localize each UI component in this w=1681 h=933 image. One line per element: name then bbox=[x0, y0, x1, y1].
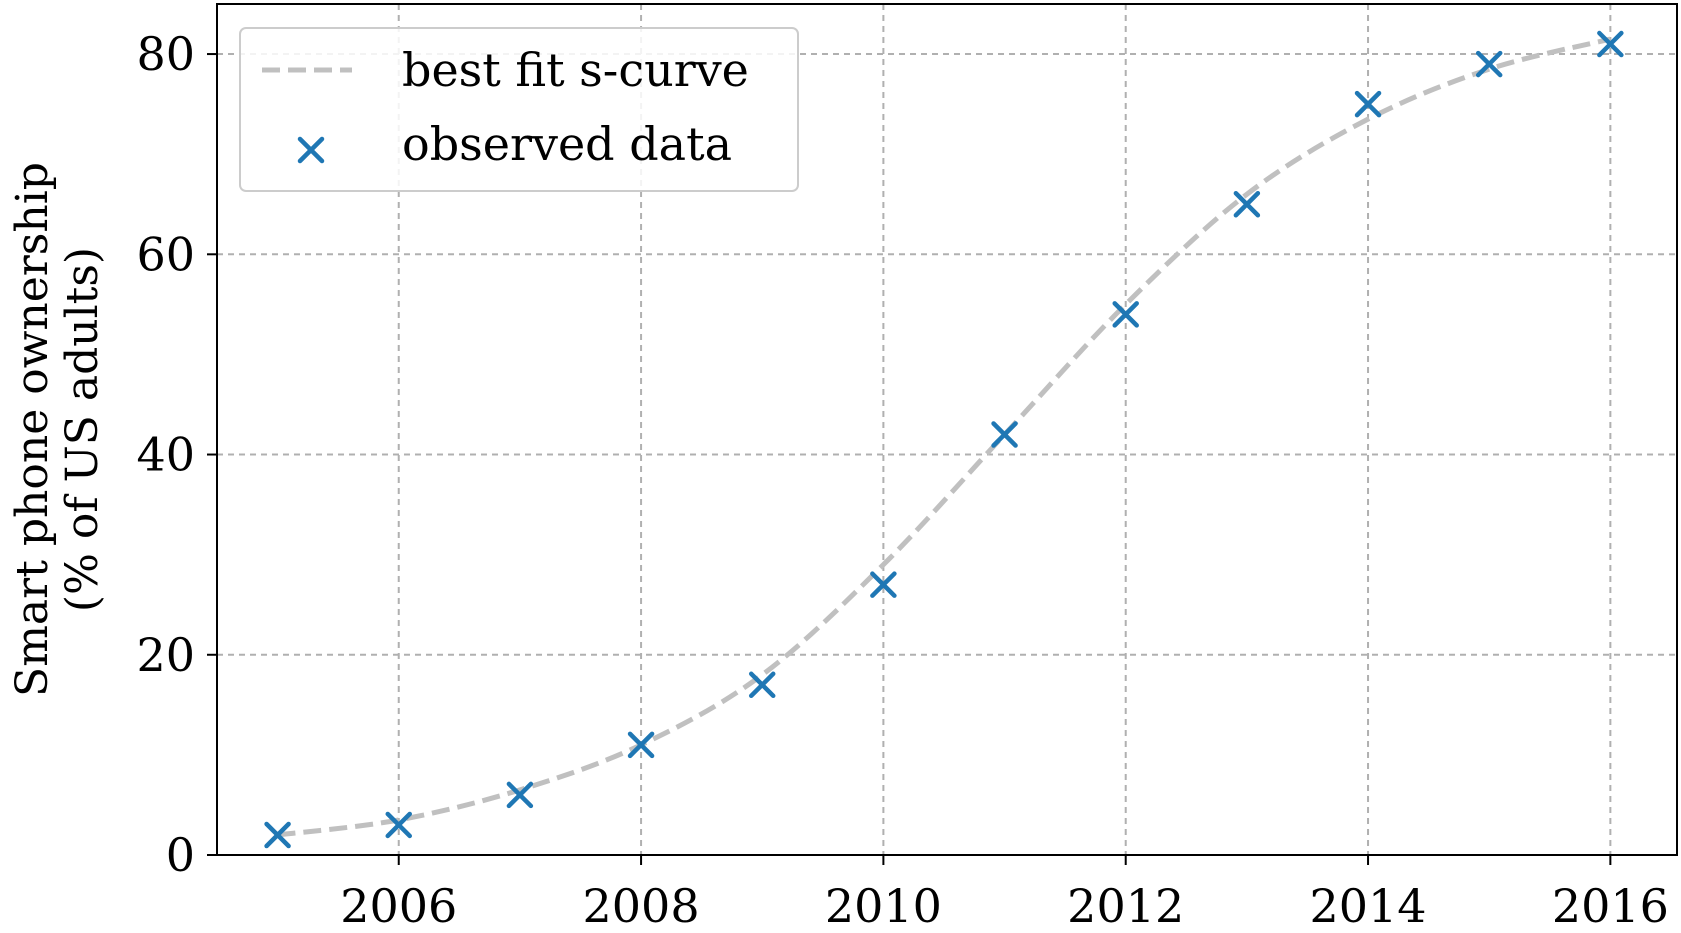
observed-data-point bbox=[1354, 90, 1382, 118]
y-tick-label: 60 bbox=[136, 227, 195, 281]
axis-ticks: 2006 2008 2010 2012 2014 2016 0 20 40 60 80 bbox=[136, 27, 1668, 933]
observed-data-point bbox=[627, 731, 655, 759]
y-tick-label: 80 bbox=[136, 27, 195, 81]
legend: best fit s-curve observed data bbox=[239, 27, 799, 192]
y-tick-label: 20 bbox=[136, 628, 195, 682]
legend-box bbox=[239, 27, 799, 192]
observed-data-point bbox=[264, 821, 291, 849]
y-tick-label: 40 bbox=[136, 428, 195, 482]
y-axis-label-line: (% of US adults) bbox=[57, 247, 108, 612]
observed-data-point bbox=[870, 571, 897, 598]
y-axis-label: Smart phone ownership (% of US adults) bbox=[7, 162, 108, 697]
observed-data-point bbox=[1597, 30, 1624, 58]
x-tick-label: 2010 bbox=[825, 879, 942, 933]
x-tick-label: 2006 bbox=[340, 879, 457, 933]
observed-data-point bbox=[1233, 190, 1261, 218]
x-tick-label: 2014 bbox=[1309, 879, 1426, 933]
legend-marker-swatch bbox=[297, 136, 325, 164]
x-tick-label: 2012 bbox=[1067, 879, 1184, 933]
x-tick-label: 2008 bbox=[583, 879, 700, 933]
observed-data-point bbox=[1112, 301, 1139, 328]
observed-data-point bbox=[385, 811, 412, 839]
legend-label: observed data bbox=[402, 117, 732, 171]
y-tick-label: 0 bbox=[166, 828, 195, 882]
legend-label: best fit s-curve bbox=[402, 43, 749, 97]
observed-data-point bbox=[748, 671, 776, 699]
x-tick-label: 2016 bbox=[1552, 879, 1669, 933]
observed-data-point bbox=[991, 421, 1018, 448]
observed-data-point bbox=[506, 781, 534, 809]
y-axis-label-line: Smart phone ownership bbox=[7, 162, 58, 697]
series-layer bbox=[264, 30, 1624, 849]
plot-frame bbox=[216, 3, 1678, 856]
observed-data-point bbox=[1475, 50, 1503, 78]
